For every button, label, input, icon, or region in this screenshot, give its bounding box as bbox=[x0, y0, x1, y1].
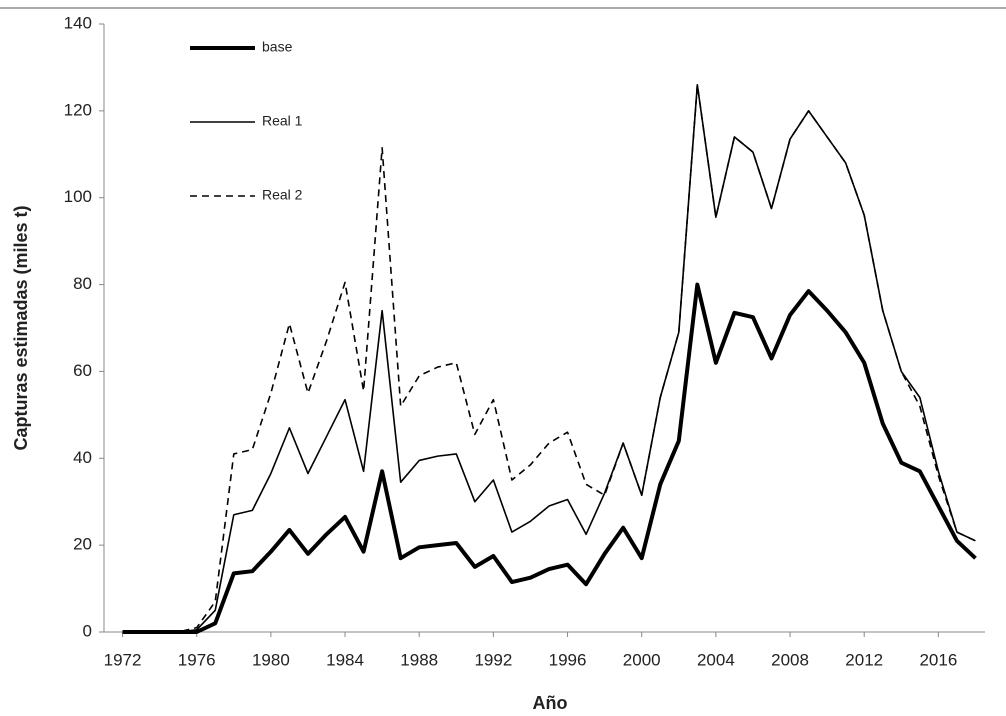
legend-text: base bbox=[262, 39, 293, 55]
x-tick-label: 1976 bbox=[178, 650, 216, 669]
y-tick-label: 120 bbox=[64, 100, 92, 119]
x-tick-label: 1980 bbox=[252, 650, 290, 669]
y-tick-label: 100 bbox=[64, 187, 92, 206]
y-tick-label: 140 bbox=[64, 13, 92, 32]
x-tick-label: 1984 bbox=[326, 650, 364, 669]
y-tick-label: 20 bbox=[73, 535, 92, 554]
x-tick-label: 2012 bbox=[845, 650, 883, 669]
x-tick-label: 1996 bbox=[549, 650, 587, 669]
legend-text: Real 2 bbox=[262, 187, 303, 203]
x-tick-label: 2000 bbox=[623, 650, 661, 669]
x-tick-label: 2016 bbox=[919, 650, 957, 669]
y-tick-label: 80 bbox=[73, 274, 92, 293]
y-tick-label: 40 bbox=[73, 448, 92, 467]
y-axis-title: Capturas estimadas (miles t) bbox=[11, 205, 31, 450]
x-tick-label: 1988 bbox=[400, 650, 438, 669]
y-tick-label: 60 bbox=[73, 361, 92, 380]
series-line bbox=[122, 84, 976, 633]
series-line bbox=[122, 84, 976, 633]
x-axis-title: Año bbox=[533, 693, 568, 713]
x-tick-label: 2004 bbox=[697, 650, 735, 669]
x-tick-label: 1992 bbox=[474, 650, 512, 669]
x-tick-label: 2008 bbox=[771, 650, 809, 669]
x-tick-label: 1972 bbox=[104, 650, 142, 669]
series-line bbox=[122, 282, 977, 634]
y-tick-label: 0 bbox=[83, 621, 92, 640]
legend-text: Real 1 bbox=[262, 113, 303, 129]
